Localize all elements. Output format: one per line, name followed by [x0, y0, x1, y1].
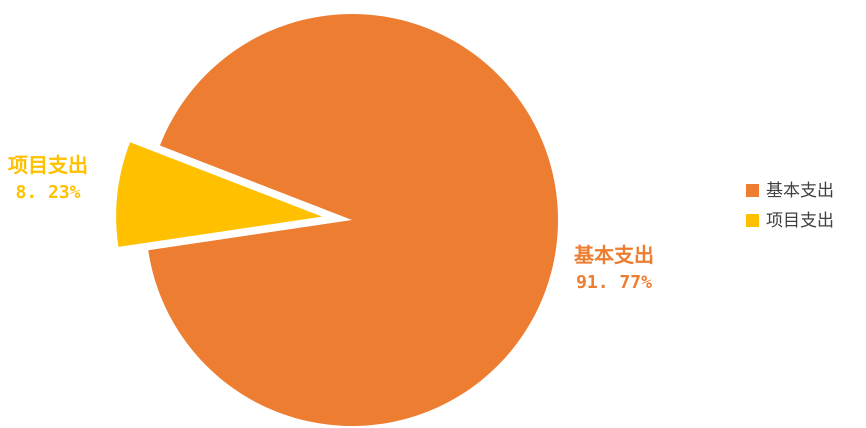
slice-labels: 基本支出 91. 77% 项目支出 8. 23%: [8, 153, 654, 293]
legend-label-1: 基本支出: [766, 181, 834, 201]
legend-swatch-1: [746, 184, 759, 197]
pie-slice-1: [148, 14, 559, 427]
legend-label-2: 项目支出: [766, 211, 834, 231]
slice-label-name-1: 基本支出: [574, 243, 654, 267]
slice-label-value-1: 91. 77%: [576, 272, 652, 293]
legend-swatch-2: [746, 214, 759, 227]
slice-label-name-2: 项目支出: [8, 153, 88, 177]
pie-slice-2: [116, 142, 323, 247]
slice-label-value-2: 8. 23%: [15, 182, 80, 203]
pie-slices: [116, 14, 559, 427]
